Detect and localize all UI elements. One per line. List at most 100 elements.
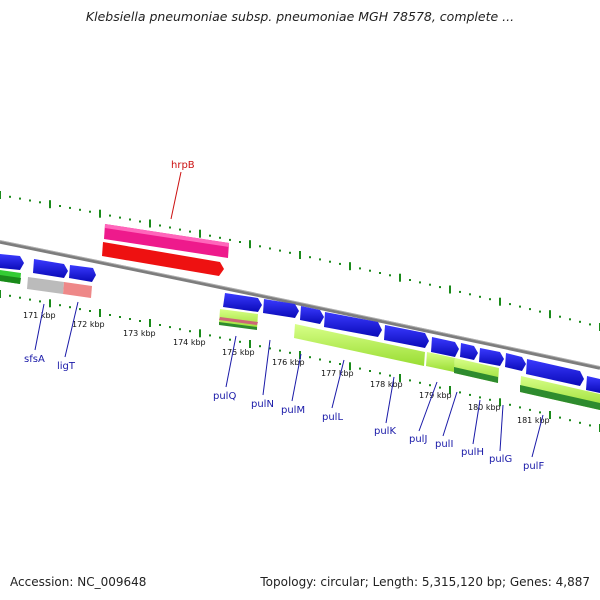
minor-tick	[579, 320, 581, 323]
label-leaders	[34, 171, 544, 458]
minor-tick	[379, 372, 381, 375]
gene-label-sfsA[interactable]: sfsA	[24, 354, 45, 365]
genome-backbone	[0, 240, 600, 370]
scale-label: 175 kbp	[222, 348, 255, 357]
cds-feature[interactable]	[520, 376, 600, 410]
gene-label-pulH[interactable]: pulH	[461, 447, 484, 458]
major-tick	[349, 262, 351, 271]
minor-tick	[119, 216, 121, 219]
hrpB-feature[interactable]	[104, 224, 229, 258]
minor-tick	[79, 308, 81, 311]
minor-tick	[329, 260, 331, 263]
genome-backbone-highlight	[0, 240, 600, 367]
gene-label-pulL[interactable]: pulL	[322, 412, 343, 423]
minor-tick	[519, 305, 521, 308]
minor-tick	[69, 206, 71, 209]
gene-label-ligT[interactable]: ligT	[57, 361, 76, 372]
minor-tick	[389, 274, 391, 277]
cds-feature[interactable]	[0, 275, 21, 284]
gene-arrow[interactable]	[479, 348, 504, 366]
gene-label-pulN[interactable]: pulN	[251, 399, 274, 410]
gene-label-pulF[interactable]: pulF	[523, 461, 544, 472]
gene-arrow[interactable]	[324, 312, 382, 337]
minor-tick	[69, 306, 71, 309]
major-tick	[0, 290, 1, 298]
cds-feature[interactable]	[454, 358, 499, 383]
cds-feature[interactable]	[294, 324, 425, 366]
minor-tick	[589, 424, 591, 427]
minor-tick	[139, 320, 141, 322]
gene-arrow[interactable]	[300, 306, 324, 324]
minor-tick	[229, 338, 231, 341]
gene-label-pulI[interactable]: pulI	[435, 439, 453, 450]
gene-arrow[interactable]	[505, 353, 526, 371]
minor-tick	[289, 251, 291, 254]
minor-tick	[509, 303, 511, 306]
major-tick	[249, 240, 251, 249]
pseudo-feature[interactable]	[27, 277, 64, 294]
gene-arrow[interactable]	[586, 376, 600, 393]
gene-arrow[interactable]	[69, 265, 96, 282]
scale-label: 180 kbp	[468, 403, 501, 412]
minor-tick	[29, 199, 31, 202]
minor-tick	[9, 294, 11, 297]
major-tick	[199, 229, 201, 238]
minor-tick	[89, 210, 91, 213]
gene-arrow[interactable]	[263, 299, 299, 318]
pseudo-feature[interactable]	[63, 282, 92, 298]
minor-tick	[439, 386, 441, 389]
minor-tick	[529, 408, 531, 411]
minor-tick	[189, 230, 191, 233]
minor-tick	[539, 310, 541, 313]
major-tick	[449, 386, 451, 394]
reverse-gene-red[interactable]	[102, 242, 224, 276]
gene-label-pulG[interactable]: pulG	[489, 454, 512, 465]
minor-tick	[339, 363, 341, 365]
gene-label-pulJ[interactable]: pulJ	[409, 434, 427, 445]
minor-tick	[559, 315, 561, 318]
gene-arrow[interactable]	[223, 293, 262, 312]
minor-tick	[59, 304, 61, 307]
minor-tick	[219, 236, 221, 239]
major-tick	[499, 398, 501, 407]
cds-feature[interactable]	[219, 309, 258, 330]
gene-label-pulK[interactable]: pulK	[374, 426, 396, 437]
minor-tick	[319, 258, 321, 261]
minor-tick	[119, 316, 121, 318]
accession-text: Accession: NC_009648	[10, 575, 147, 589]
gene-arrow[interactable]	[0, 254, 24, 270]
major-tick	[399, 273, 401, 282]
gene-arrow[interactable]	[431, 337, 459, 357]
minor-tick	[369, 269, 371, 272]
minor-tick	[159, 324, 161, 326]
gene-label-hrpB[interactable]: hrpB	[171, 160, 195, 171]
gene-label-pulM[interactable]: pulM	[281, 405, 305, 416]
minor-tick	[179, 228, 181, 231]
minor-tick	[139, 220, 141, 223]
major-tick	[299, 251, 301, 259]
minor-tick	[489, 398, 491, 401]
gene-label-pulQ[interactable]: pulQ	[213, 391, 236, 402]
major-tick	[99, 209, 101, 218]
gene-arrow[interactable]	[384, 325, 429, 348]
gene-arrow[interactable]	[460, 343, 478, 360]
minor-tick	[519, 406, 521, 409]
minor-tick	[229, 238, 231, 241]
cds-feature[interactable]	[426, 352, 455, 372]
minor-tick	[479, 295, 481, 298]
minor-tick	[429, 283, 431, 286]
minor-tick	[469, 293, 471, 296]
map-title: Klebsiella pneumoniae subsp. pneumoniae …	[85, 9, 515, 24]
major-tick	[499, 297, 501, 306]
minor-tick	[269, 247, 271, 250]
gene-arrow[interactable]	[33, 259, 68, 278]
minor-tick	[259, 245, 261, 248]
scale-label: 179 kbp	[419, 391, 452, 400]
minor-tick	[589, 323, 591, 326]
minor-tick	[9, 195, 11, 198]
gene-arrow[interactable]	[526, 359, 584, 386]
minor-tick	[279, 249, 281, 252]
scale-label: 177 kbp	[321, 369, 354, 378]
minor-tick	[39, 300, 41, 303]
